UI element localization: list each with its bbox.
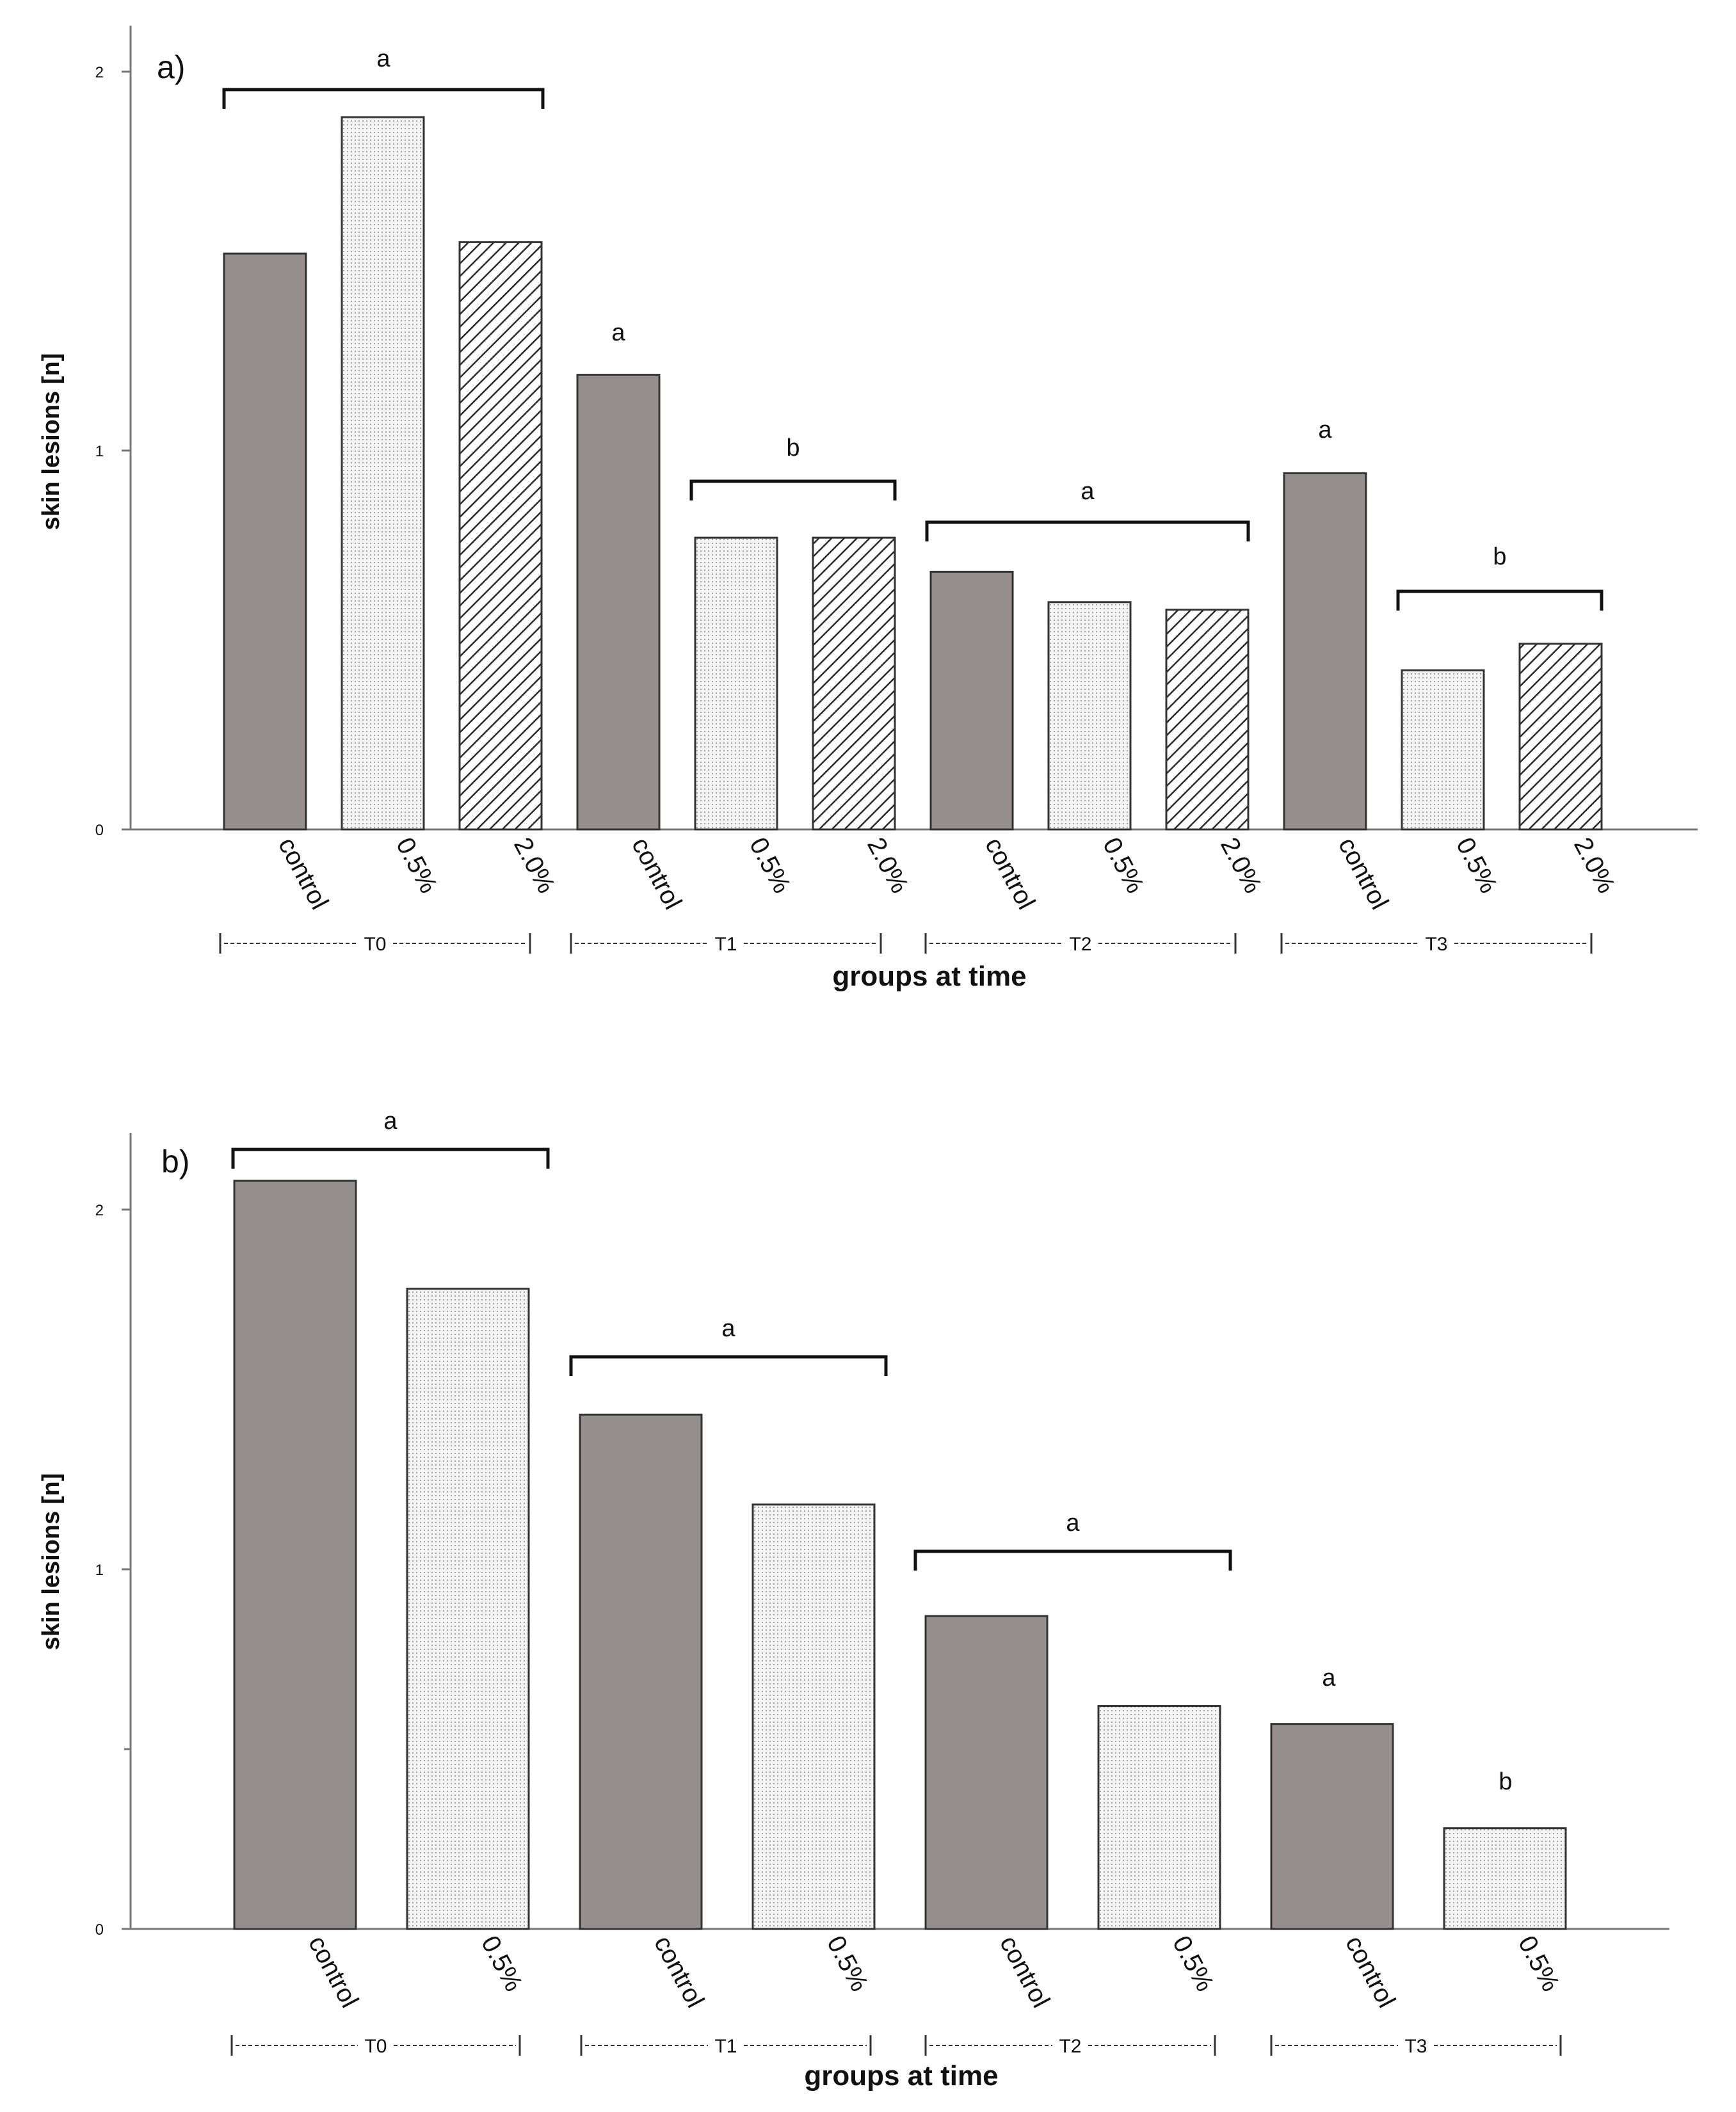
bar-control: [924, 1615, 1049, 1930]
category-label: control: [626, 833, 687, 915]
category-label: 2.0%: [1568, 833, 1621, 898]
significance-bracket: [689, 479, 897, 500]
panel-b-y-axis-label: skin lesions [n]: [38, 1473, 65, 1651]
category-label: control: [1340, 1932, 1401, 2013]
significance-bracket: [569, 1355, 888, 1376]
category-label: 2.0%: [1215, 833, 1267, 898]
category-label: 0.5%: [390, 833, 443, 898]
bar-2-0-: [812, 536, 896, 831]
category-label: control: [1333, 833, 1394, 915]
y-tick-label: 1: [95, 443, 104, 460]
bar-0-5-: [1047, 601, 1132, 831]
category-label: 0.5%: [476, 1932, 528, 1996]
category-label: 0.5%: [1513, 1932, 1565, 1996]
bar-0-5-: [751, 1503, 876, 1930]
y-tick-label: 0: [95, 1921, 104, 1939]
significance-bracket: [925, 520, 1250, 541]
y-tick-label: 0: [95, 822, 104, 839]
bar-2-0-: [458, 241, 543, 831]
panel-b-label: b): [161, 1144, 189, 1180]
y-tick-label: 1: [95, 1562, 104, 1579]
significance-bracket: [1396, 589, 1603, 611]
significance-bracket: [222, 88, 545, 109]
significance-letter: b: [1499, 1768, 1512, 1795]
significance-letter: a: [383, 1108, 398, 1135]
y-tick-label: 2: [95, 64, 104, 81]
bar-0-5-: [1443, 1827, 1567, 1930]
significance-letter: a: [376, 45, 390, 72]
category-label: control: [303, 1932, 364, 2013]
significance-letter: a: [1322, 1665, 1336, 1692]
bar-control: [1283, 472, 1367, 831]
group-label-t2: T2: [1069, 934, 1091, 955]
category-label: control: [979, 833, 1040, 915]
category-label: 2.0%: [862, 833, 914, 898]
group-label-t1: T1: [714, 934, 737, 955]
significance-letter: a: [1318, 417, 1332, 444]
bar-0-5-: [1401, 669, 1485, 831]
category-label: 2.0%: [508, 833, 561, 898]
category-label: 0.5%: [744, 833, 796, 898]
bar-control: [223, 252, 307, 831]
panel-a-label: a): [157, 49, 185, 85]
panel-b-x-axis-label: groups at time: [804, 2060, 998, 2092]
bar-0-5-: [341, 116, 425, 831]
significance-letter: a: [1081, 478, 1095, 505]
significance-bracket: [231, 1148, 550, 1169]
bar-2-0-: [1518, 643, 1603, 831]
category-label: 0.5%: [1451, 833, 1503, 898]
significance-bracket: [913, 1549, 1232, 1571]
category-label: 0.5%: [821, 1932, 874, 1996]
category-label: 0.5%: [1097, 833, 1150, 898]
category-label: 0.5%: [1167, 1932, 1219, 1996]
category-label: control: [273, 833, 334, 915]
y-tick-label: 2: [95, 1202, 104, 1219]
bar-0-5-: [694, 536, 778, 831]
bar-0-5-: [1097, 1705, 1221, 1930]
panel-b: b) skin lesions [n] groups at time 0 1 2 c…: [38, 1108, 1669, 2092]
group-label-t1: T1: [714, 2036, 737, 2057]
panel-a-x-axis-label: groups at time: [832, 961, 1026, 992]
bar-control: [1270, 1723, 1394, 1930]
group-label-t3: T3: [1404, 2036, 1427, 2057]
significance-letter: a: [1066, 1510, 1080, 1537]
bar-2-0-: [1165, 609, 1250, 831]
panel-a-y-axis-label: skin lesions [n]: [38, 353, 65, 531]
significance-letter: b: [1493, 543, 1506, 570]
bar-control: [576, 374, 661, 831]
category-label: control: [648, 1932, 709, 2013]
significance-letter: a: [721, 1315, 735, 1342]
group-label-t2: T2: [1059, 2036, 1081, 2057]
significance-letter: b: [786, 435, 800, 461]
group-label-t0: T0: [364, 2036, 387, 2057]
bar-control: [929, 570, 1014, 831]
bar-control: [579, 1413, 703, 1930]
group-label-t0: T0: [364, 934, 386, 955]
significance-letter: a: [611, 319, 625, 346]
bar-0-5-: [406, 1288, 530, 1930]
category-label: control: [994, 1932, 1055, 2013]
group-label-t3: T3: [1425, 934, 1447, 955]
panel-a: a) skin lesions [n] groups at time 0 1 2 c…: [38, 26, 1698, 992]
bar-control: [233, 1180, 357, 1930]
